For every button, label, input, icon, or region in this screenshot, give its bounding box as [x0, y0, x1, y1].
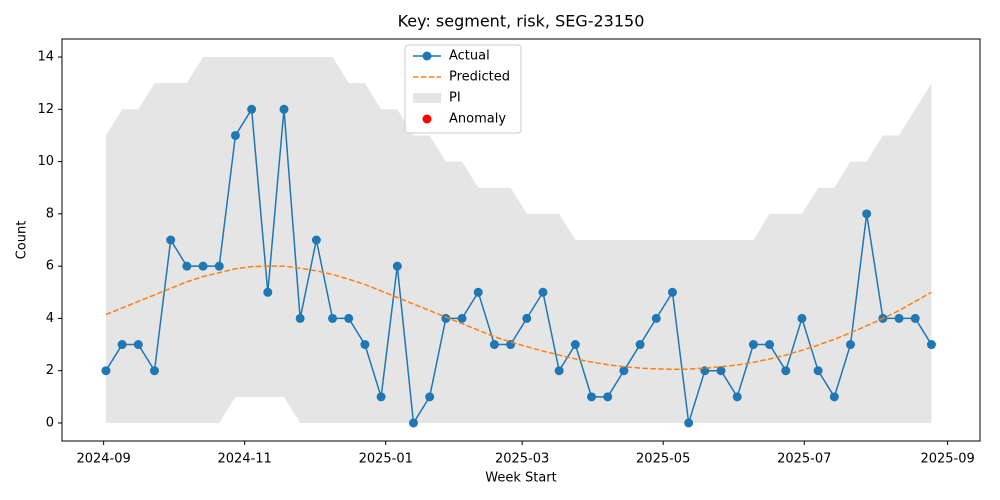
x-tick-label: 2024-09 — [76, 452, 130, 467]
x-tick-label: 2025-01 — [359, 452, 413, 467]
data-point — [732, 392, 742, 402]
data-point — [651, 313, 661, 323]
x-tick-label: 2025-05 — [636, 452, 690, 467]
data-point — [894, 313, 904, 323]
data-point — [765, 340, 775, 350]
data-point — [457, 313, 467, 323]
data-point — [101, 366, 111, 376]
data-point — [295, 313, 305, 323]
y-tick-label: 4 — [46, 311, 54, 326]
data-point — [538, 287, 548, 297]
data-point — [166, 235, 176, 245]
data-point — [522, 313, 532, 323]
y-tick-label: 14 — [37, 50, 54, 65]
data-point — [149, 366, 159, 376]
data-point — [182, 261, 192, 271]
data-point — [797, 313, 807, 323]
data-point — [603, 392, 613, 402]
data-point — [360, 340, 370, 350]
y-tick-label: 12 — [37, 102, 54, 117]
legend-label: PI — [449, 91, 461, 106]
y-tick-label: 8 — [46, 206, 54, 221]
data-point — [829, 392, 839, 402]
y-tick-label: 0 — [46, 415, 54, 430]
data-point — [489, 340, 499, 350]
data-point — [441, 313, 451, 323]
predicted-line — [105, 265, 932, 371]
data-point — [279, 104, 289, 114]
legend-swatch — [422, 51, 432, 61]
data-point — [716, 366, 726, 376]
chart-title: Key: segment, risk, SEG-23150 — [398, 12, 645, 31]
data-point — [570, 340, 580, 350]
data-point — [247, 104, 257, 114]
legend-label: Anomaly — [449, 112, 506, 127]
legend-swatch — [422, 114, 432, 124]
x-axis-label: Week Start — [485, 471, 557, 486]
prediction-interval — [105, 57, 932, 423]
data-point — [926, 340, 936, 350]
x-tick-label: 2025-09 — [920, 452, 974, 467]
data-point — [813, 366, 823, 376]
data-point — [473, 287, 483, 297]
data-point — [619, 366, 629, 376]
data-point — [392, 261, 402, 271]
y-tick-label: 6 — [46, 259, 54, 274]
actual-line — [105, 107, 933, 426]
legend-swatch — [413, 93, 441, 103]
data-point — [587, 392, 597, 402]
legend: Actual Predicted PI Anomaly — [404, 44, 522, 134]
data-point — [230, 130, 240, 140]
legend-box — [404, 44, 522, 134]
data-point — [198, 261, 208, 271]
data-point — [748, 340, 758, 350]
data-point — [846, 340, 856, 350]
data-point — [214, 261, 224, 271]
data-point — [910, 313, 920, 323]
data-point — [667, 287, 677, 297]
x-tick-label: 2024-11 — [218, 452, 272, 467]
data-point — [554, 366, 564, 376]
legend-label: Predicted — [449, 70, 510, 85]
legend-label: Actual — [449, 49, 490, 64]
y-axis-label: Count — [15, 221, 30, 260]
data-point — [344, 313, 354, 323]
axes-frame — [61, 38, 981, 442]
x-tick-label: 2025-07 — [777, 452, 831, 467]
data-point — [133, 340, 143, 350]
data-point — [263, 287, 273, 297]
data-point — [781, 366, 791, 376]
data-point — [862, 209, 872, 219]
data-point — [684, 418, 694, 428]
data-point — [311, 235, 321, 245]
data-point — [425, 392, 435, 402]
plot-area — [101, 57, 936, 428]
data-point — [376, 392, 386, 402]
data-point — [117, 340, 127, 350]
data-point — [635, 340, 645, 350]
x-tick-label: 2025-03 — [495, 452, 549, 467]
data-point — [408, 418, 418, 428]
data-point — [328, 313, 338, 323]
y-tick-label: 2 — [46, 363, 54, 378]
y-tick-label: 10 — [37, 154, 54, 169]
